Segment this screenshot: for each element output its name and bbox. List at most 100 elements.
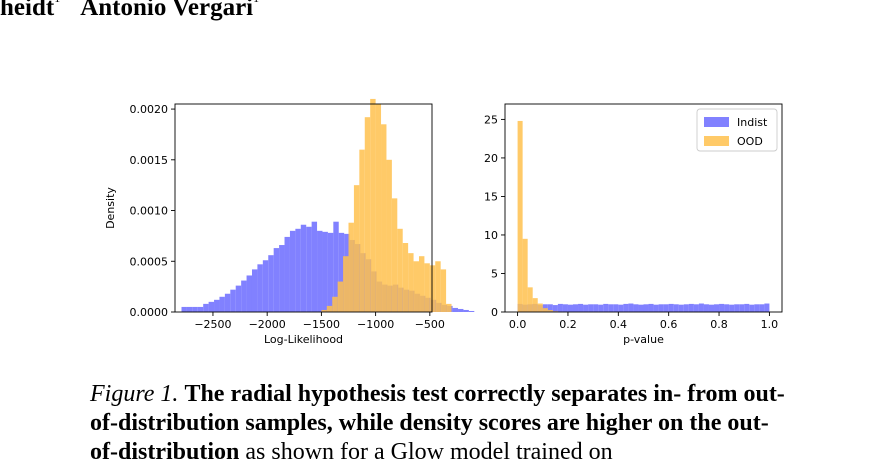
histogram-bar <box>528 287 533 312</box>
histogram-bar <box>317 231 322 312</box>
histogram-bar <box>349 223 354 312</box>
histogram-bar <box>236 286 241 312</box>
x-tick-label: −1000 <box>357 318 394 331</box>
histogram-bar <box>613 304 618 312</box>
histogram-bar <box>649 304 654 312</box>
histogram-bar <box>354 185 359 312</box>
histogram-bar <box>463 310 468 312</box>
histogram-bar <box>608 304 613 312</box>
histogram-bar <box>623 304 628 312</box>
y-tick-label: 0.0010 <box>130 205 169 218</box>
histogram-bar <box>543 308 548 312</box>
y-tick-label: 0 <box>491 306 498 319</box>
histogram-bar <box>638 305 643 312</box>
histogram-bar <box>408 253 413 312</box>
histogram-bar <box>192 307 197 312</box>
histogram-bar <box>453 308 458 312</box>
histogram-bar <box>370 99 375 312</box>
histogram-bar <box>295 229 300 312</box>
histogram-bar <box>759 304 764 312</box>
histogram-bar <box>252 269 257 312</box>
histogram-bar <box>332 297 337 312</box>
histogram-bar <box>446 304 451 312</box>
histogram-bar <box>679 305 684 312</box>
y-tick-label: 5 <box>491 267 498 280</box>
histogram-bar <box>714 304 719 312</box>
x-tick-label: −2500 <box>194 318 231 331</box>
histogram-bar <box>376 104 381 312</box>
x-tick-label: 0.0 <box>509 318 527 331</box>
histogram-bar <box>689 304 694 312</box>
histogram-bar <box>203 304 208 312</box>
legend-swatch <box>704 136 729 146</box>
x-tick-label: 1.0 <box>761 318 779 331</box>
histogram-bar <box>274 248 279 312</box>
histogram-bar <box>359 150 364 312</box>
histogram-bar <box>219 297 224 312</box>
series-ood <box>518 121 568 312</box>
x-tick-label: −2000 <box>249 318 286 331</box>
histogram-bar <box>704 304 709 312</box>
histogram-bar <box>458 309 463 312</box>
legend-label: OOD <box>737 135 763 148</box>
histogram-bar <box>739 304 744 312</box>
histogram-bar <box>583 305 588 312</box>
y-axis-label: Density <box>104 187 117 229</box>
histogram-bar <box>764 304 769 312</box>
histogram-bar <box>659 304 664 312</box>
histogram-bar <box>290 231 295 312</box>
histogram-bar <box>365 117 370 312</box>
histogram-bar <box>674 304 679 312</box>
histogram-bar <box>568 305 573 312</box>
histogram-bar <box>257 264 262 312</box>
histogram-bar <box>414 261 419 312</box>
histogram-bar <box>644 304 649 312</box>
histogram-bar <box>563 304 568 312</box>
histogram-bar <box>633 304 638 312</box>
histogram-bar <box>523 239 528 312</box>
histogram-bar <box>430 265 435 312</box>
histogram-bar <box>419 256 424 312</box>
histogram-bar <box>187 307 192 312</box>
histogram-bar <box>469 311 474 312</box>
histogram-bar <box>734 304 739 312</box>
histogram-bar <box>381 124 386 312</box>
x-axis-label: p-value <box>623 333 664 346</box>
x-tick-label: −500 <box>415 318 445 331</box>
x-tick-label: 0.2 <box>559 318 577 331</box>
histogram-bar <box>441 269 446 312</box>
histogram-bar <box>744 304 749 312</box>
histogram-bar <box>533 298 538 312</box>
histogram-bar <box>729 305 734 312</box>
x-tick-label: 0.8 <box>710 318 728 331</box>
series-indist <box>518 304 770 312</box>
histogram-bar <box>435 261 440 312</box>
histogram-bar <box>694 304 699 312</box>
histogram-bar <box>209 302 214 312</box>
histogram-bar <box>386 160 391 312</box>
histogram-bar <box>654 305 659 312</box>
histogram-bar <box>538 304 543 312</box>
legend-swatch <box>704 117 729 127</box>
histogram-bar <box>699 304 704 312</box>
histogram-bar <box>754 304 759 312</box>
histogram-bar <box>603 304 608 312</box>
histogram-bar <box>182 307 187 312</box>
histogram-bar <box>588 304 593 312</box>
histogram-bar <box>553 305 558 312</box>
histogram-bar <box>301 225 306 312</box>
histogram-bar <box>598 305 603 312</box>
histogram-bar <box>312 222 317 312</box>
histogram-bar <box>578 304 583 312</box>
caption-text: as shown for a Glow model trained on <box>239 439 612 465</box>
histogram-bar <box>285 237 290 312</box>
histogram-bar <box>343 256 348 312</box>
histogram-bar <box>327 306 332 312</box>
y-tick-label: 0.0020 <box>130 103 169 116</box>
histogram-bar <box>338 282 343 312</box>
histogram-bar <box>518 121 523 312</box>
histogram-bar <box>573 304 578 312</box>
histogram-bar <box>618 305 623 312</box>
histogram-bar <box>214 300 219 312</box>
